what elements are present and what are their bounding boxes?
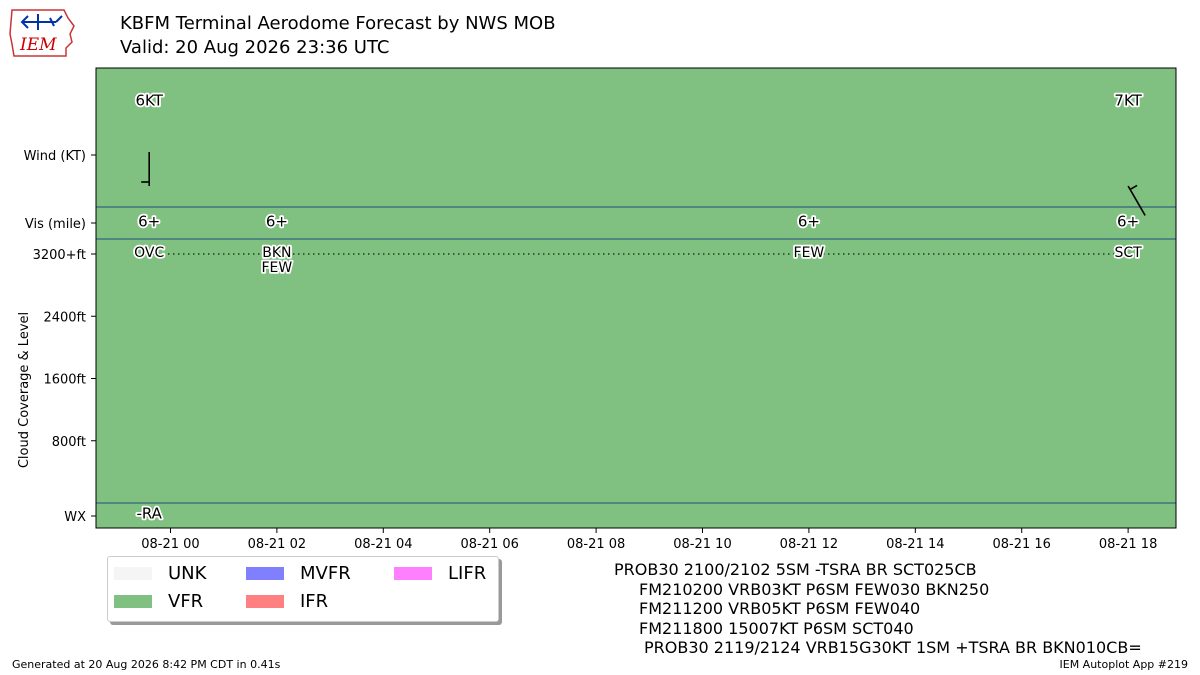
x-tick-label: 08-21 06 (460, 537, 518, 552)
x-tick-label: 08-21 02 (248, 537, 306, 552)
legend-swatch-mvfr (246, 567, 284, 580)
visibility-label: 6+ (138, 213, 160, 231)
x-tick-label: 08-21 12 (780, 537, 838, 552)
cloud-tick-label: 800ft (52, 435, 86, 450)
legend-label-unk: UNK (168, 563, 207, 584)
legend-label-vfr: VFR (168, 591, 204, 612)
vfr-background (96, 68, 1176, 528)
legend-swatch-unk (114, 567, 152, 580)
legend-label-mvfr: MVFR (300, 563, 351, 584)
iowa-state-outline-icon (9, 9, 75, 57)
taf-line: FM210200 VRB03KT P6SM FEW030 BKN250 (639, 579, 990, 599)
wind-row-label: Wind (KT) (24, 149, 86, 164)
wind-speed-label: 7KT (1114, 92, 1142, 110)
x-tick-label: 08-21 16 (992, 537, 1050, 552)
cloud-coverage-label: FEW (262, 260, 293, 276)
legend-swatch-ifr (246, 595, 284, 608)
taf-text: PROB30 2100/2102 5SM -TSRA BR SCT025CB FM… (614, 560, 1142, 658)
cloud-axis-label: Cloud Coverage & Level (17, 312, 32, 468)
legend-item-mvfr: MVFR (246, 563, 351, 584)
visibility-label: 6+ (798, 213, 820, 231)
cloud-coverage-label: BKN (262, 245, 291, 261)
weather-label: -RA (136, 505, 162, 523)
visibility-label: 6+ (266, 213, 288, 231)
x-axis-ticks: 08-21 00 08-21 02 08-21 04 08-21 06 08-21 08… (141, 528, 1157, 552)
legend-item-ifr: IFR (246, 591, 328, 612)
chart-subtitle: Valid: 20 Aug 2026 23:36 UTC (120, 37, 390, 58)
legend-swatch-lifr (394, 567, 432, 580)
wind-speed-label: 6KT (136, 92, 164, 110)
taf-line: FM211800 15007KT P6SM SCT040 (639, 618, 914, 638)
iem-logo: IEM (9, 9, 75, 57)
taf-line: PROB30 2100/2102 5SM -TSRA BR SCT025CB (614, 560, 977, 579)
legend-label-lifr: LIFR (448, 563, 487, 584)
weather-vane-icon (20, 14, 63, 30)
plot-frame (95, 67, 1177, 529)
x-tick-label: 08-21 00 (141, 537, 199, 552)
generated-note: Generated at 20 Aug 2026 8:42 PM CDT in … (12, 658, 281, 671)
x-tick-label: 08-21 18 (1099, 537, 1157, 552)
legend-item-lifr: LIFR (394, 563, 486, 584)
cloud-tick-label: 3200+ft (33, 248, 86, 263)
cloud-coverage-label: FEW (794, 245, 825, 261)
x-tick-label: 08-21 10 (673, 537, 731, 552)
vis-row-label: Vis (mile) (25, 217, 86, 232)
cloud-axis-ticks: 800ft 1600ft 2400ft 3200+ft (33, 248, 96, 450)
visibility-label: 6+ (1117, 213, 1139, 231)
taf-line: FM211200 VRB05KT P6SM FEW040 (639, 599, 921, 619)
taf-line: PROB30 2119/2124 VRB15G30KT 1SM +TSRA BR… (644, 638, 1142, 658)
cloud-tick-label: 2400ft (43, 310, 86, 325)
app-note: IEM Autoplot App #219 (1059, 658, 1189, 671)
wind-barb-flag (1129, 184, 1138, 191)
x-tick-label: 08-21 04 (354, 537, 412, 552)
legend-item-unk: UNK (114, 563, 206, 584)
cloud-coverage-label: SCT (1115, 245, 1143, 261)
x-tick-label: 08-21 08 (567, 537, 625, 552)
chart-title: KBFM Terminal Aerodome Forecast by NWS M… (120, 13, 556, 34)
legend: UNK VFR MVFR IFR LIFR (107, 556, 499, 622)
cloud-coverage-label: OVC (134, 245, 164, 261)
logo-text: IEM (19, 35, 57, 55)
cloud-tick-label: 1600ft (43, 373, 86, 388)
legend-label-ifr: IFR (300, 591, 329, 612)
x-tick-label: 08-21 14 (886, 537, 944, 552)
wind-barb-staff (1127, 185, 1146, 216)
wx-row-label: WX (64, 510, 86, 525)
legend-swatch-vfr (114, 595, 152, 608)
legend-item-vfr: VFR (114, 591, 203, 612)
